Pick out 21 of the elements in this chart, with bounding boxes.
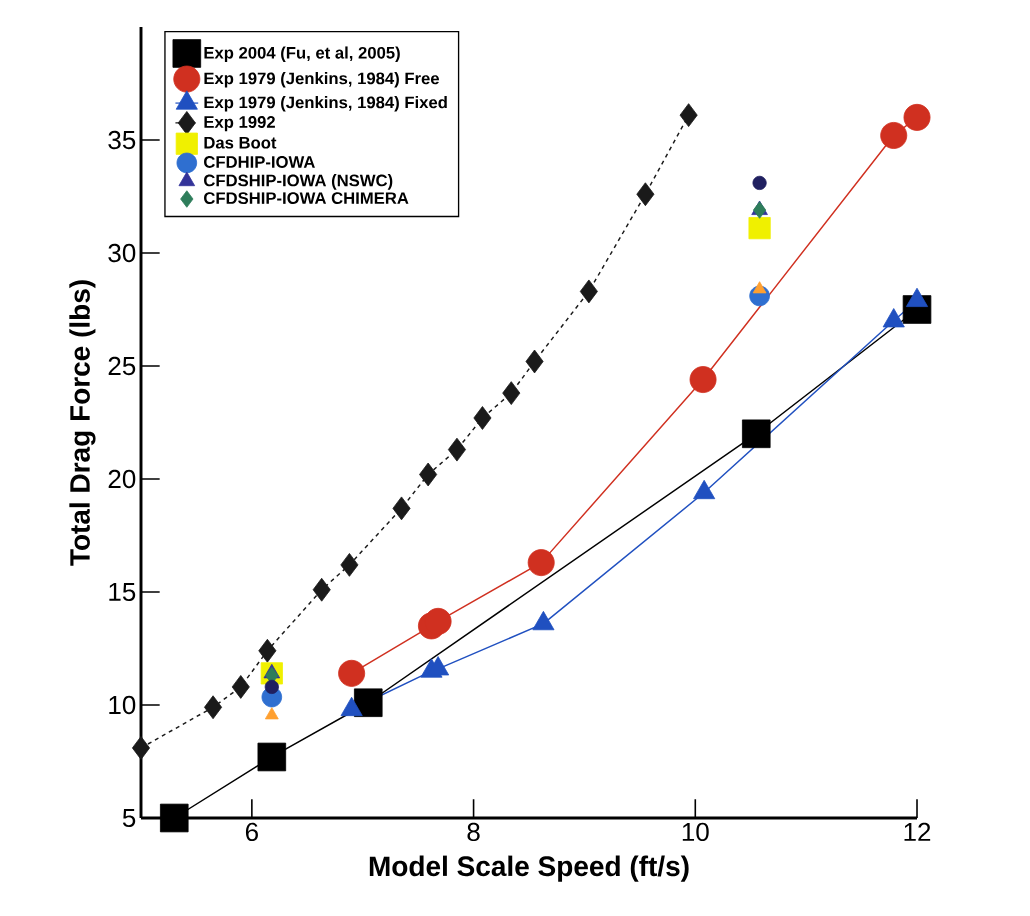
y-tick-label: 10 [109,695,136,715]
legend-label: Das Boot [204,137,277,149]
legend-label: CFDHIP-IOWA [204,156,315,168]
y-tick-label: 20 [108,469,136,489]
y-tick-label: 25 [108,356,136,376]
legend-label: Exp 1992 [204,116,275,132]
legend-label: CFDSHIP-IOWA CHIMERA [204,192,409,205]
legend-label: Exp 2004 (Fu, et al, 2005) [204,46,400,62]
x-tick-label: 8 [467,822,480,842]
x-axis-title: Model Scale Speed (ft/s) [369,855,689,882]
x-tick-label: 12 [904,822,931,841]
x-tick-label: 6 [245,822,258,842]
legend-label: Exp 1979 (Jenkins, 1984) Free [204,72,439,88]
y-tick-label: 15 [109,582,136,602]
legend-label: Exp 1979 (Jenkins, 1984) Fixed [204,96,447,112]
y-axis-title: Total Drag Force (lbs) [69,280,96,566]
y-tick-label: 5 [122,808,136,828]
x-tick-label: 10 [682,822,709,842]
legend-label: CFDSHIP-IOWA (NSWC) [204,174,393,190]
y-tick-label: 35 [108,130,136,150]
y-tick-label: 30 [108,243,136,263]
